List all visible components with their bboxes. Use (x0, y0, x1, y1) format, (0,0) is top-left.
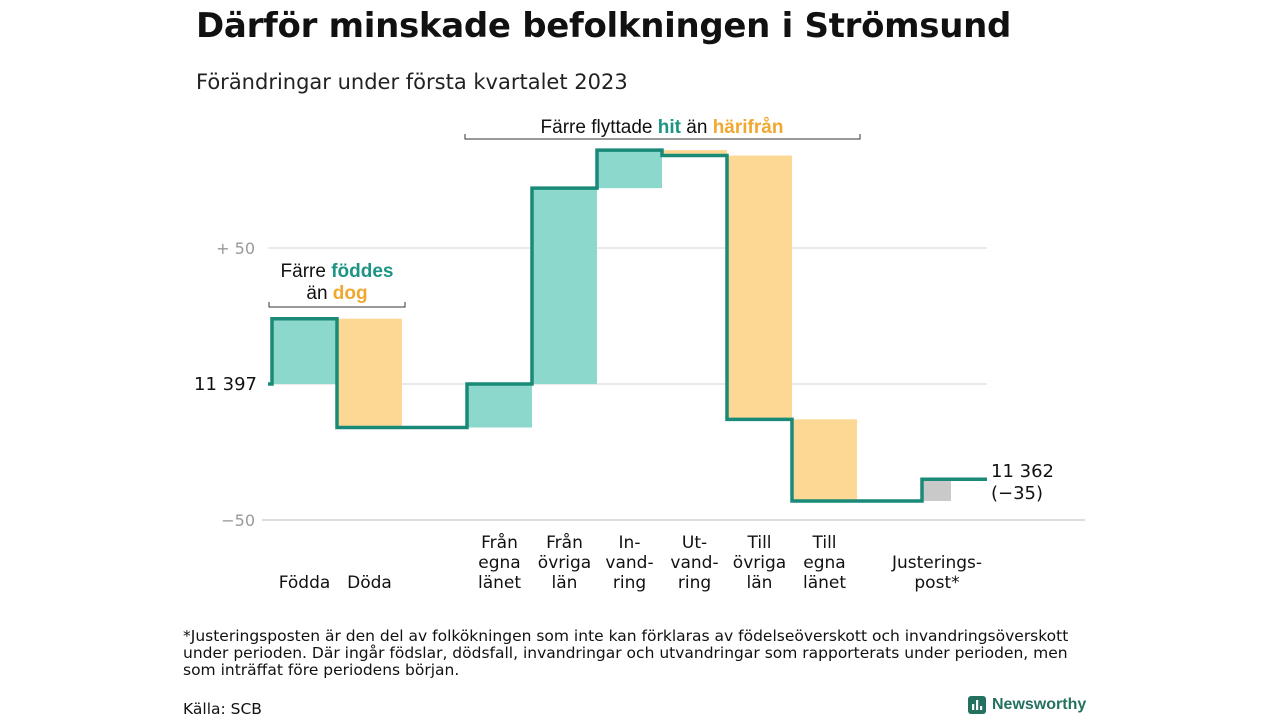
x-tick-label: Ut-vand-ring (670, 533, 718, 593)
y-tick-labels: + 50 −50 (216, 239, 255, 530)
start-value-label: 11 397 (194, 374, 257, 395)
x-tick-label-line: länet (803, 573, 846, 593)
x-tick-label: Från egna länet (478, 532, 521, 593)
annotation-highlight-in: föddes (331, 261, 393, 282)
x-tick-label: Till övriga län (733, 533, 786, 593)
bar-in (532, 188, 597, 384)
annotation-text: än (681, 117, 713, 138)
annotation-highlight-out: härifrån (713, 117, 784, 138)
annotation-text: Färre (281, 261, 332, 282)
x-tick-label-line: ring (613, 573, 646, 593)
x-tick-label: Döda (347, 573, 392, 593)
annotation-bracket (268, 302, 406, 308)
annotation-text: än (306, 283, 332, 304)
bar-chart-logo-icon (968, 696, 986, 714)
bars (272, 150, 951, 501)
x-tick-label-line: vand- (670, 553, 718, 573)
x-tick-label-line: post* (914, 573, 959, 593)
bar-adjust (922, 479, 951, 501)
footnote: *Justeringsposten är den del av folkökni… (183, 627, 1069, 679)
bar-out (792, 419, 857, 501)
x-tick-label: In-vand-ring (605, 533, 653, 593)
x-tick-label-line: Till (811, 533, 836, 553)
x-tick-label-line: Födda (279, 573, 331, 593)
x-tick-label-line: Döda (347, 573, 392, 593)
annotation-bracket (464, 134, 861, 140)
x-tick-label: Justerings-post* (891, 553, 982, 593)
bar-out (662, 150, 727, 156)
annotation-highlight-out: dog (333, 283, 368, 304)
x-tick-label-line: övriga (733, 553, 786, 573)
x-tick-label-line: egna (803, 553, 845, 573)
bar-out (337, 318, 402, 428)
annotation-births-line2: än dog (306, 283, 367, 304)
bar-in (467, 384, 532, 428)
end-value-label: 11 362 (991, 461, 1054, 482)
x-tick-label-line: Från (481, 532, 518, 553)
value-labels: 11 397 11 362(−35) (194, 374, 1054, 504)
x-tick-label-line: Justerings- (891, 553, 982, 573)
x-tick-label-line: Till (746, 533, 771, 553)
x-tick-label-line: Från (546, 532, 583, 553)
x-tick-label: Från övriga län (538, 532, 591, 593)
annotation-migration: Färre flyttade hit än härifrån (541, 117, 784, 138)
newsworthy-logo[interactable]: Newsworthy (968, 696, 1086, 714)
step-line-path (268, 148, 987, 503)
chart-subtitle: Förändringar under första kvartalet 2023 (196, 70, 628, 94)
x-tick-label: Födda (279, 573, 331, 593)
end-change-label: (−35) (991, 483, 1043, 504)
step-line (268, 148, 987, 503)
x-tick-label-line: Ut- (682, 533, 707, 553)
x-tick-label-line: länet (478, 573, 521, 593)
annotation-highlight-in: hit (658, 117, 682, 138)
x-tick-label-line: län (747, 573, 773, 593)
bar-out (727, 155, 792, 420)
chart-title: Därför minskade befolkningen i Strömsund (196, 6, 1012, 46)
source-label: Källa: SCB (183, 700, 262, 718)
x-tick-label-line: vand- (605, 553, 653, 573)
x-tick-label-line: In- (619, 533, 641, 553)
y-tick-label: −50 (221, 511, 255, 530)
x-tick-label-line: egna (478, 553, 520, 573)
annotation-text: Färre flyttade (541, 117, 658, 138)
annotation-births-line1: Färre föddes (281, 261, 394, 282)
x-tick-label-line: län (552, 573, 578, 593)
bar-in (597, 150, 662, 189)
x-tick-label-line: övriga (538, 553, 591, 573)
x-tick-label: Till egna länet (803, 533, 846, 593)
x-tick-label-line: ring (678, 573, 711, 593)
y-tick-label: + 50 (216, 239, 255, 258)
bar-in (272, 318, 337, 384)
logo-text: Newsworthy (992, 696, 1087, 713)
